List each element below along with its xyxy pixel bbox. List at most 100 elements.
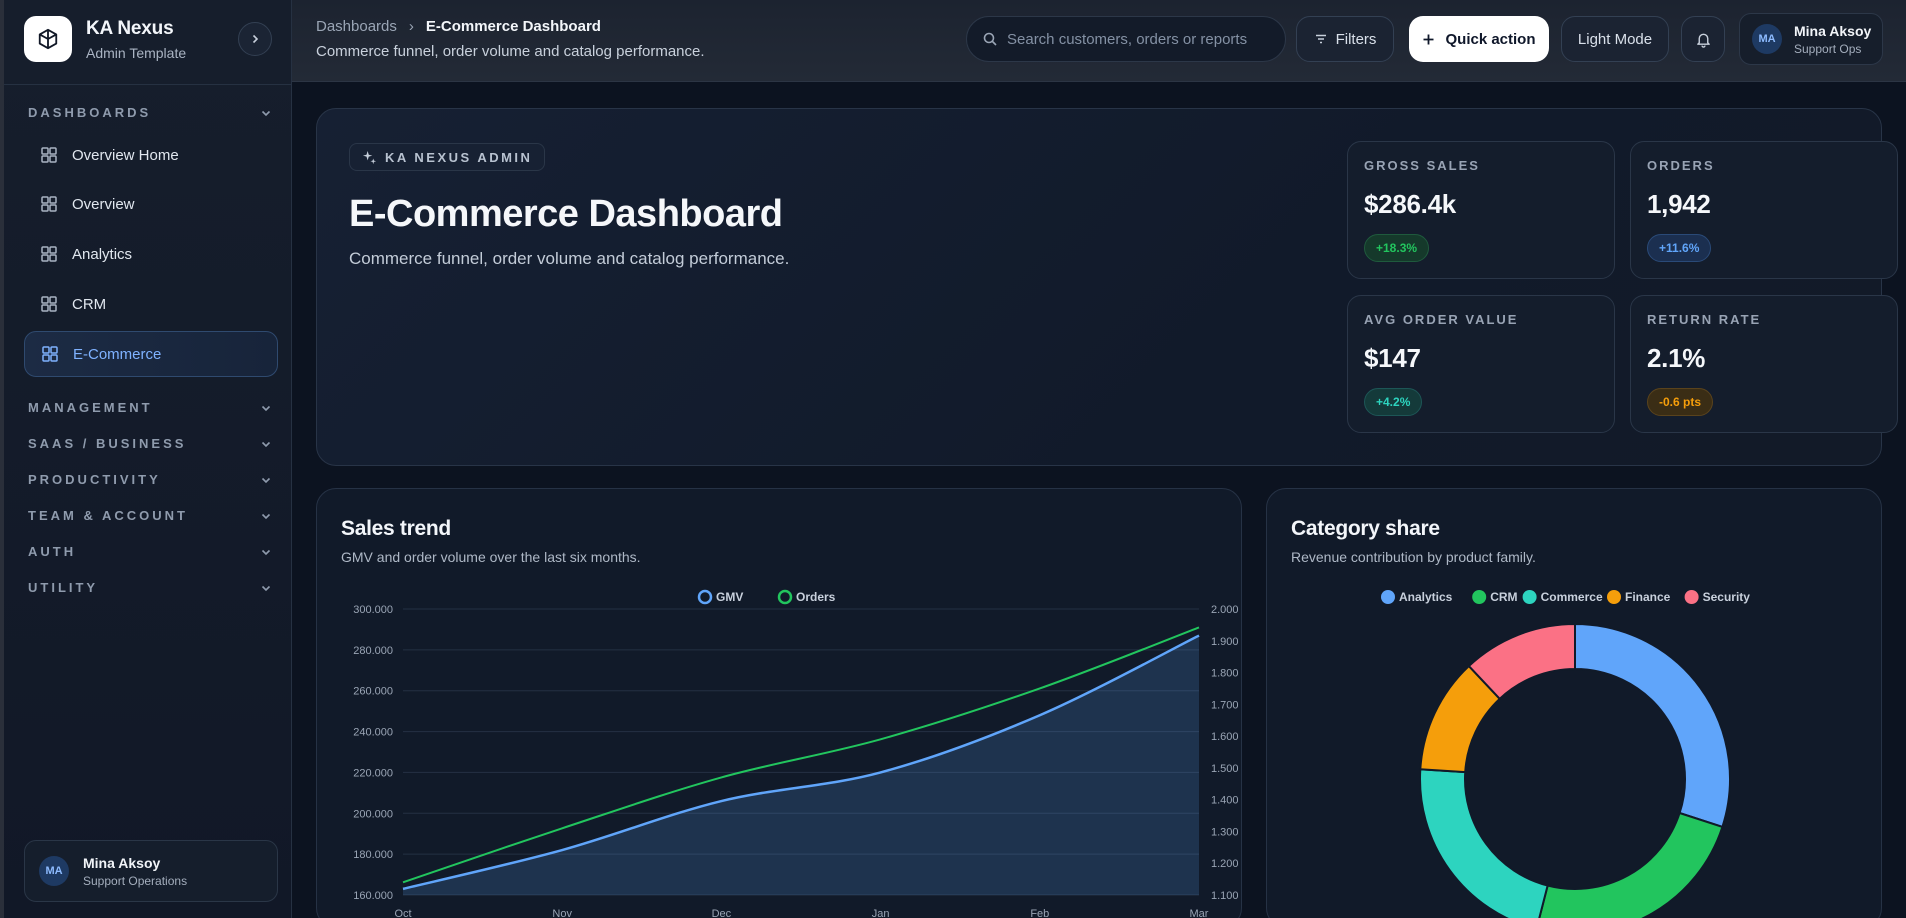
y-left-tick-label: 280.000 [353,645,393,657]
nav-section-label: DASHBOARDS [28,105,152,120]
legend-marker [697,589,713,605]
chevron-down-icon [261,110,271,116]
y-left-tick-label: 180.000 [353,849,393,861]
search-icon [983,32,997,46]
dashboard-grid-icon [41,147,57,163]
kpi-badge: +18.3% [1364,234,1430,262]
dashboard-grid-icon [41,246,57,262]
legend-marker [1684,590,1699,604]
profile-name: Mina Aksoy [1794,22,1872,39]
pie-slice-commerce [1419,768,1549,918]
hero-tag-label: KA NEXUS ADMIN [385,149,533,165]
nav-section-productivity[interactable]: PRODUCTIVITY [28,472,272,487]
breadcrumb: Dashboards › E-Commerce Dashboard [316,18,601,35]
page-subtitle: Commerce funnel, order volume and catalo… [349,249,790,268]
hero-tag: KA NEXUS ADMIN [349,143,546,171]
y-left-tick-label: 240.000 [353,727,393,739]
category-share-chart: Analytics CRM Commerce Finance Security [1381,590,1751,918]
kpi-value: $286.4k [1364,189,1456,219]
sidebar-collapse-button[interactable] [238,22,272,56]
nav-section-dashboards[interactable]: DASHBOARDS [28,105,272,120]
kpi-card-orders: ORDERS 1,942 +11.6% [1630,141,1898,279]
category-share-card: Category share Revenue contribution by p… [1266,488,1882,918]
y-left-tick-label: 260.000 [353,686,393,698]
chevron-down-icon [261,513,271,519]
nav-section-auth[interactable]: AUTH [28,544,272,559]
quick-action-button[interactable]: Quick action [1409,16,1549,62]
legend-marker [1607,590,1621,604]
header-subtitle: Commerce funnel, order volume and catalo… [316,43,705,60]
kpi-value: $147 [1364,343,1421,373]
page-title: E-Commerce Dashboard [349,193,783,235]
series-line-gmv [402,634,1200,891]
y-right-tick-label: 1.100 [1211,890,1239,902]
sidebar-item-overview[interactable]: Overview [24,181,278,227]
card-title: Sales trend [341,517,451,540]
sidebar-user-card[interactable]: MA Mina Aksoy Support Operations [24,840,278,902]
y-left-tick-label: 300.000 [353,604,393,616]
kpi-card-return-rate: RETURN RATE 2.1% -0.6 pts [1630,295,1898,433]
pie-slice-crm [1538,811,1724,918]
brand[interactable]: KA Nexus Admin Template [24,16,186,62]
x-tick-label: Dec [712,908,732,918]
y-right-tick-label: 1.700 [1211,699,1239,711]
nav-section-saas-business[interactable]: SAAS / BUSINESS [28,436,272,451]
legend-label: Security [1703,590,1751,604]
card-subtitle: GMV and order volume over the last six m… [341,549,641,565]
kpi-badge: -0.6 pts [1647,388,1714,416]
gmv-area [403,635,1199,895]
y-right-tick-label: 1.900 [1211,636,1239,648]
kpi-value: 2.1% [1647,343,1706,373]
kpi-card-avg-order-value: AVG ORDER VALUE $147 +4.2% [1347,295,1615,433]
user-name: Mina Aksoy [83,854,161,871]
y-right-tick-label: 1.600 [1211,731,1239,743]
chevron-right-icon: › [408,18,414,35]
y-right-tick-label: 1.800 [1211,668,1239,680]
dashboard-grid-icon [41,296,57,312]
nav-section-utility[interactable]: UTILITY [28,580,272,595]
y-right-tick-label: 1.500 [1211,763,1239,775]
y-right-tick-label: 1.200 [1211,858,1239,870]
sidebar-item-e-commerce[interactable]: E-Commerce [24,331,278,377]
legend-label: Orders [796,590,836,604]
sidebar-item-overview-home[interactable]: Overview Home [24,132,278,178]
filters-button[interactable]: Filters [1296,16,1394,62]
sidebar: KA Nexus Admin Template DASHBOARDS Overv… [0,0,292,918]
sidebar-item-label: Analytics [72,245,133,263]
search-input[interactable] [1007,30,1267,48]
y-left-tick-label: 160.000 [353,890,393,902]
card-subtitle: Revenue contribution by product family. [1291,549,1536,565]
sidebar-item-analytics[interactable]: Analytics [24,231,278,277]
avatar: MA [39,856,69,886]
chevron-down-icon [261,405,271,411]
y-right-tick-label: 1.300 [1211,826,1239,838]
nav-section-label: MANAGEMENT [28,400,153,415]
profile-menu-button[interactable]: MA Mina Aksoy Support Ops [1739,13,1883,65]
kpi-label: ORDERS [1647,158,1715,173]
legend-label: Commerce [1541,590,1603,604]
kpi-label: GROSS SALES [1364,158,1480,173]
y-left-tick-label: 200.000 [353,808,393,820]
brand-logo-icon [24,16,72,62]
kpi-card-gross-sales: GROSS SALES $286.4k +18.3% [1347,141,1615,279]
sales-trend-card: Sales trend GMV and order volume over th… [316,488,1242,918]
brand-name: KA Nexus [86,17,174,39]
kpi-badge: +11.6% [1647,234,1712,262]
dashboard-grid-icon [42,346,58,362]
nav-section-team-account[interactable]: TEAM & ACCOUNT [28,508,272,523]
legend-label: CRM [1490,590,1517,604]
nav-section-label: UTILITY [28,580,99,595]
nav-section-label: AUTH [28,544,77,559]
theme-toggle-button[interactable]: Light Mode [1561,16,1669,62]
sidebar-item-crm[interactable]: CRM [24,281,278,327]
breadcrumb-current: E-Commerce Dashboard [425,18,601,35]
search-box[interactable] [966,16,1286,62]
sidebar-divider [4,84,292,85]
legend-marker [1381,590,1395,604]
plus-icon [1423,34,1434,44]
nav-section-management[interactable]: MANAGEMENT [28,400,272,415]
notifications-button[interactable] [1681,16,1725,62]
breadcrumb-parent[interactable]: Dashboards [316,18,397,35]
kpi-label: RETURN RATE [1647,312,1762,327]
avatar: MA [1752,24,1782,54]
